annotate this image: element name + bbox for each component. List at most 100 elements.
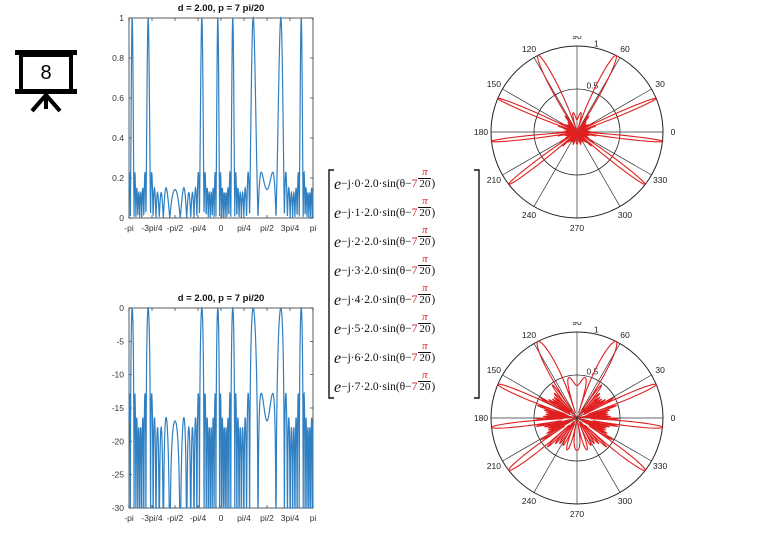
vector-entry: e −j·3·2.0·sin(θ−7 π 20)	[334, 254, 435, 292]
entry-fraction: π 20	[418, 369, 432, 393]
x-tick-label: pi/2	[260, 223, 274, 233]
vector-entry: e −j·5·2.0·sin(θ−7 π 20)	[334, 312, 436, 350]
y-tick-label: -10	[112, 370, 125, 380]
entry-exponent: −j·6·2.0·sin(θ−7 π 20)	[341, 341, 435, 370]
fraction-denominator: 20	[418, 352, 432, 364]
radial-label: 0.5	[586, 367, 598, 377]
entry-spacing: ·2.0·sin(θ−	[360, 265, 412, 278]
slide-number: 8	[40, 62, 51, 84]
entry-exponent: −j·3·2.0·sin(θ−7 π 20)	[341, 254, 435, 283]
entry-close: )	[431, 294, 436, 307]
x-tick-label: -pi/4	[190, 223, 207, 233]
polar-spoke	[502, 374, 652, 462]
pattern-curve	[128, 306, 314, 509]
angle-label: 90	[572, 36, 582, 41]
chart-title: d = 2.00, p = 7 pi/20	[178, 293, 265, 304]
angle-label: 330	[653, 461, 667, 471]
entry-base: e	[334, 234, 342, 251]
angle-label: 150	[487, 79, 501, 89]
vector-entry: e −j·1·2.0·sin(θ−7 π 20)	[334, 196, 436, 234]
polar-pattern	[490, 340, 664, 472]
entry-prefix: −j·	[341, 178, 355, 191]
entry-steer: 7	[411, 323, 418, 336]
fraction-denominator: 20	[418, 381, 432, 393]
entry-index: 3	[354, 265, 361, 278]
y-tick-label: 0	[119, 303, 124, 313]
x-tick-label: -pi/4	[190, 513, 207, 523]
x-tick-label: -3pi/4	[141, 513, 163, 523]
entry-exponent: −j·7·2.0·sin(θ−7 π 20)	[341, 370, 436, 399]
entry-close: )	[431, 323, 436, 336]
x-tick-label: 3pi/4	[281, 513, 300, 523]
angle-label: 0	[671, 413, 676, 423]
angle-label: 30	[655, 79, 665, 89]
fraction-numerator: π	[422, 282, 428, 294]
entry-steer: 7	[411, 178, 418, 191]
entry-base: e	[334, 379, 342, 396]
angle-label: 180	[474, 127, 488, 137]
x-tick-label: -3pi/4	[141, 223, 163, 233]
fraction-numerator: π	[422, 311, 428, 323]
entry-close: )	[431, 207, 436, 220]
x-tick-label: -pi	[124, 223, 134, 233]
entry-fraction: π 20	[418, 167, 432, 190]
entry-exponent: −j·5·2.0·sin(θ−7 π 20)	[341, 312, 436, 341]
angle-label: 240	[522, 210, 536, 220]
entry-fraction: π 20	[418, 282, 432, 306]
vector-entry: e −j·6·2.0·sin(θ−7 π 20)	[334, 341, 435, 379]
angle-label: 0	[671, 127, 676, 137]
x-tick-label: pi/4	[237, 513, 251, 523]
entry-close: )	[431, 236, 436, 249]
entry-fraction: π 20	[418, 341, 432, 364]
fraction-denominator: 20	[418, 236, 432, 248]
angle-label: 150	[487, 365, 501, 375]
entry-index: 1	[354, 207, 361, 220]
pattern-curve	[128, 16, 314, 218]
fraction-numerator: π	[422, 369, 428, 381]
entry-spacing: ·2.0·sin(θ−	[360, 207, 412, 220]
entry-base: e	[334, 263, 342, 280]
entry-prefix: −j·	[341, 323, 355, 336]
angle-label: 300	[618, 210, 632, 220]
entry-spacing: ·2.0·sin(θ−	[360, 323, 412, 336]
fraction-numerator: π	[422, 224, 428, 236]
entry-fraction: π 20	[418, 224, 432, 248]
radial-label: 0.5	[586, 81, 598, 91]
vector-entry: e −j·2·2.0·sin(θ−7 π 20)	[334, 225, 436, 263]
entry-close: )	[431, 381, 436, 394]
entry-close: )	[431, 178, 436, 191]
entry-spacing: ·2.0·sin(θ−	[360, 294, 412, 307]
entry-steer: 7	[411, 352, 418, 365]
entry-index: 0	[354, 178, 361, 191]
entry-fraction: π 20	[418, 253, 432, 277]
polar-sqrt-chart: 0 30 60 90 120 150 180 210 240 270 300 330 0.5 1	[474, 322, 676, 518]
angle-label: 60	[620, 330, 630, 340]
linear-pattern-chart: d = 2.00, p = 7 pi/20 0 0.2 0.4 0.6 0.8 1 -pi -3…	[112, 3, 316, 233]
entry-steer: 7	[411, 236, 418, 249]
entry-prefix: −j·	[341, 265, 355, 278]
entry-exponent: −j·0·2.0·sin(θ−7 π 20)	[341, 167, 436, 196]
chart-title: d = 2.00, p = 7 pi/20	[178, 3, 265, 14]
entry-prefix: −j·	[341, 236, 355, 249]
x-tick-label: 0	[219, 223, 224, 233]
angle-label: 120	[522, 44, 536, 54]
entry-index: 5	[354, 323, 361, 336]
angle-label: 270	[570, 509, 584, 518]
entry-base: e	[334, 205, 342, 222]
entry-index: 6	[354, 352, 361, 365]
entry-fraction: π 20	[418, 196, 432, 219]
x-tick-label: -pi/2	[167, 513, 184, 523]
angle-label: 300	[618, 496, 632, 506]
entry-fraction: π 20	[418, 311, 432, 335]
entry-spacing: ·2.0·sin(θ−	[360, 236, 412, 249]
y-tick-label: -5	[116, 336, 124, 346]
angle-label: 270	[570, 223, 584, 232]
polar-pattern	[490, 54, 664, 185]
vector-brackets	[328, 169, 480, 399]
angle-label: 30	[655, 365, 665, 375]
x-tick-label: 0	[219, 513, 224, 523]
entry-spacing: ·2.0·sin(θ−	[360, 352, 412, 365]
radial-label: 1	[594, 324, 599, 334]
entry-steer: 7	[411, 294, 418, 307]
fraction-numerator: π	[422, 253, 428, 265]
